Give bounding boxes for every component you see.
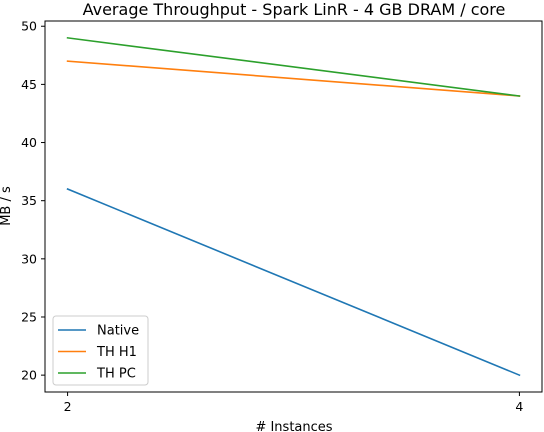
series-line-0 — [66, 188, 521, 377]
y-axis-ticks: 20 25 30 35 40 45 50 — [21, 19, 45, 383]
series-line-2 — [66, 36, 521, 97]
legend-label: TH PC — [96, 367, 136, 382]
legend-label: TH H1 — [96, 345, 137, 360]
y-tick-label: 45 — [21, 77, 37, 92]
legend-frame — [52, 315, 149, 386]
y-tick-label: 50 — [21, 19, 37, 34]
y-tick-label: 35 — [21, 193, 37, 208]
y-tick-label: 30 — [21, 251, 37, 266]
plot-frame — [44, 20, 543, 393]
series-line-1 — [66, 60, 521, 97]
y-tick-label: 20 — [21, 368, 37, 383]
x-tick-label: 4 — [515, 399, 523, 414]
chart-title: Average Throughput - Spark LinR - 4 GB D… — [83, 0, 506, 19]
x-axis-label: # Instances — [255, 420, 332, 432]
y-tick-label: 25 — [21, 309, 37, 324]
plot-area — [44, 20, 543, 393]
y-axis-label: MB / s — [0, 186, 14, 226]
legend-label: Native — [97, 324, 139, 339]
series-lines — [66, 36, 521, 377]
x-tick-label: 2 — [64, 399, 72, 414]
y-tick-label: 40 — [21, 135, 37, 150]
legend: Native TH H1 TH PC — [52, 315, 149, 386]
